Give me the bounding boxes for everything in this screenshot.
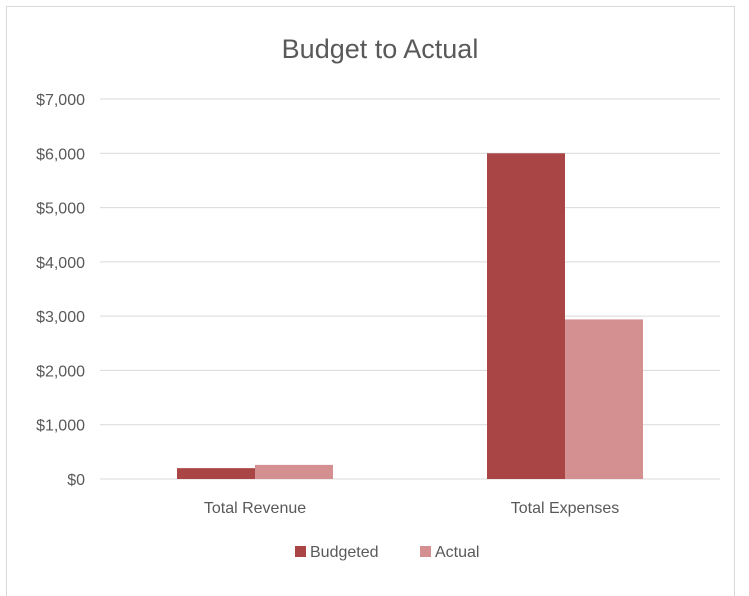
legend-swatch-actual bbox=[420, 546, 431, 557]
y-tick-label: $7,000 bbox=[36, 92, 85, 109]
x-tick-label: Total Expenses bbox=[511, 500, 620, 517]
y-tick-label: $3,000 bbox=[36, 309, 85, 326]
y-tick-label: $6,000 bbox=[36, 146, 85, 163]
bar-budgeted-1 bbox=[487, 153, 565, 480]
legend: Budgeted Actual bbox=[295, 544, 479, 561]
chart-frame bbox=[6, 6, 735, 596]
bars bbox=[177, 153, 643, 480]
x-tick-label: Total Revenue bbox=[204, 500, 306, 517]
y-tick-label: $5,000 bbox=[36, 201, 85, 218]
x-axis-labels: Total Revenue Total Expenses bbox=[204, 500, 619, 517]
chart-title: Budget to Actual bbox=[282, 34, 479, 64]
y-tick-label: $1,000 bbox=[36, 418, 85, 435]
y-axis-labels: $0 $1,000 $2,000 $3,000 $4,000 $5,000 $6,000 $7… bbox=[36, 92, 85, 489]
legend-label-budgeted: Budgeted bbox=[310, 544, 379, 561]
bar-actual-1 bbox=[565, 319, 643, 479]
legend-label-actual: Actual bbox=[435, 544, 479, 561]
y-tick-label: $4,000 bbox=[36, 255, 85, 272]
y-tick-label: $2,000 bbox=[36, 363, 85, 380]
bar-budgeted-0 bbox=[177, 468, 255, 479]
legend-swatch-budgeted bbox=[295, 546, 306, 557]
bar-actual-0 bbox=[255, 464, 333, 479]
y-tick-label: $0 bbox=[67, 472, 85, 489]
